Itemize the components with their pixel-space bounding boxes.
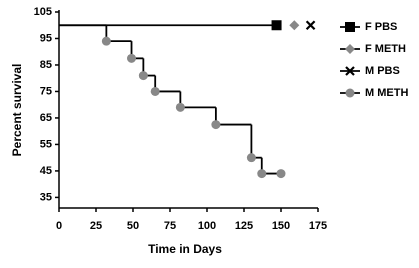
- x-tick-label: 75: [164, 220, 176, 232]
- x-tick-label: 175: [309, 220, 327, 232]
- legend-label: M PBS: [365, 65, 400, 77]
- x-tick-label: 50: [127, 220, 139, 232]
- x-tick-label: 25: [90, 220, 102, 232]
- marker: [150, 86, 160, 96]
- marker: [257, 169, 267, 179]
- legend-marker: [345, 66, 355, 76]
- marker: [271, 20, 282, 31]
- y-tick-label: 95: [40, 32, 52, 44]
- marker: [305, 20, 316, 31]
- marker: [101, 36, 111, 46]
- x-tick-label: 100: [198, 220, 216, 232]
- series: [59, 24, 286, 179]
- y-tick-label: 45: [40, 165, 52, 177]
- y-axis-label: Percent survival: [10, 64, 24, 157]
- legend-marker: [345, 44, 355, 54]
- marker: [211, 120, 221, 130]
- legend-label: M METH: [365, 87, 408, 99]
- marker: [246, 153, 256, 163]
- legend-marker: [345, 88, 355, 98]
- legend-label: F PBS: [365, 21, 397, 33]
- x-tick-label: 150: [272, 220, 290, 232]
- y-tick-label: 65: [40, 112, 52, 124]
- legend-label: F METH: [365, 43, 406, 55]
- marker: [138, 71, 148, 81]
- y-tick-label: 75: [40, 85, 52, 97]
- marker: [276, 169, 286, 179]
- legend-marker: [345, 22, 355, 32]
- x-tick-label: 125: [235, 220, 253, 232]
- x-axis-label: Time in Days: [148, 242, 222, 256]
- y-tick-label: 35: [40, 191, 52, 203]
- series: [305, 20, 316, 31]
- y-tick-label: 85: [40, 59, 52, 71]
- marker: [175, 102, 185, 112]
- y-tick-label: 105: [34, 6, 52, 18]
- y-tick-label: 55: [40, 138, 52, 150]
- marker: [289, 20, 300, 31]
- x-tick-label: 0: [56, 220, 62, 232]
- series: [289, 20, 300, 31]
- marker: [127, 53, 137, 63]
